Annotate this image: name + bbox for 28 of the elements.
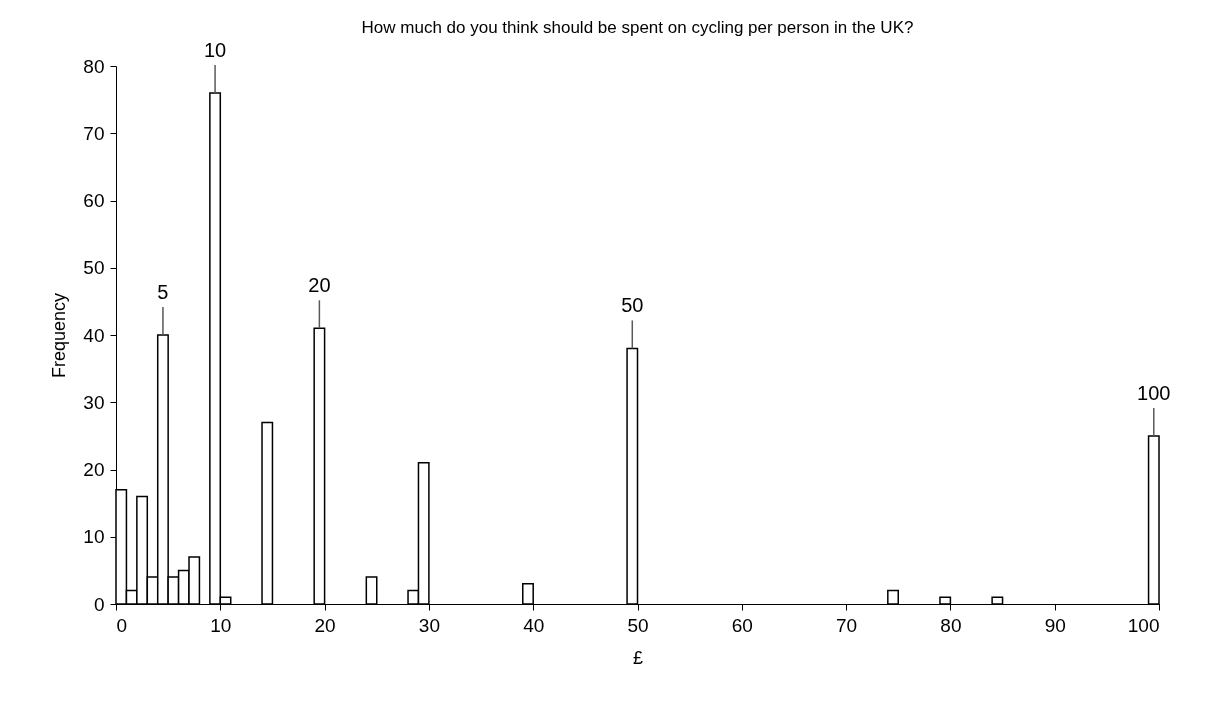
x-tick-label: 20 <box>314 614 336 636</box>
y-tick-label: 20 <box>83 459 105 480</box>
x-tick-label: 10 <box>210 614 232 636</box>
y-tick-label: 40 <box>83 324 105 346</box>
y-tick-label: 50 <box>83 257 105 279</box>
x-tick-label: 70 <box>836 614 858 636</box>
x-tick-label: 90 <box>1044 614 1066 636</box>
y-axis-title: Frequency <box>49 292 70 379</box>
chart-title: How much do you think should be spent on cycling per person in the UK? <box>361 17 914 37</box>
x-tick-label: 80 <box>940 614 962 636</box>
annotation: 100 <box>1137 381 1171 404</box>
y-tick-label: 0 <box>93 593 105 615</box>
x-tick-label: 30 <box>418 614 440 636</box>
annotation: 20 <box>308 274 331 297</box>
x-axis-title: £ <box>632 647 644 668</box>
y-tick-label: 30 <box>83 391 105 413</box>
x-tick-label: 50 <box>627 614 649 636</box>
annotation: 10 <box>203 38 227 61</box>
annotation: 50 <box>621 294 644 317</box>
y-tick-label: 80 <box>83 55 105 77</box>
annotation: 5 <box>157 281 169 303</box>
y-tick-label: 10 <box>83 526 105 548</box>
x-tick-label: 0 <box>116 614 128 636</box>
x-tick-label: 40 <box>523 614 545 636</box>
x-tick-label: 60 <box>731 614 753 636</box>
y-tick-label: 60 <box>83 190 105 211</box>
y-tick-label: 70 <box>83 122 105 144</box>
x-tick-label: 100 <box>1127 614 1160 636</box>
